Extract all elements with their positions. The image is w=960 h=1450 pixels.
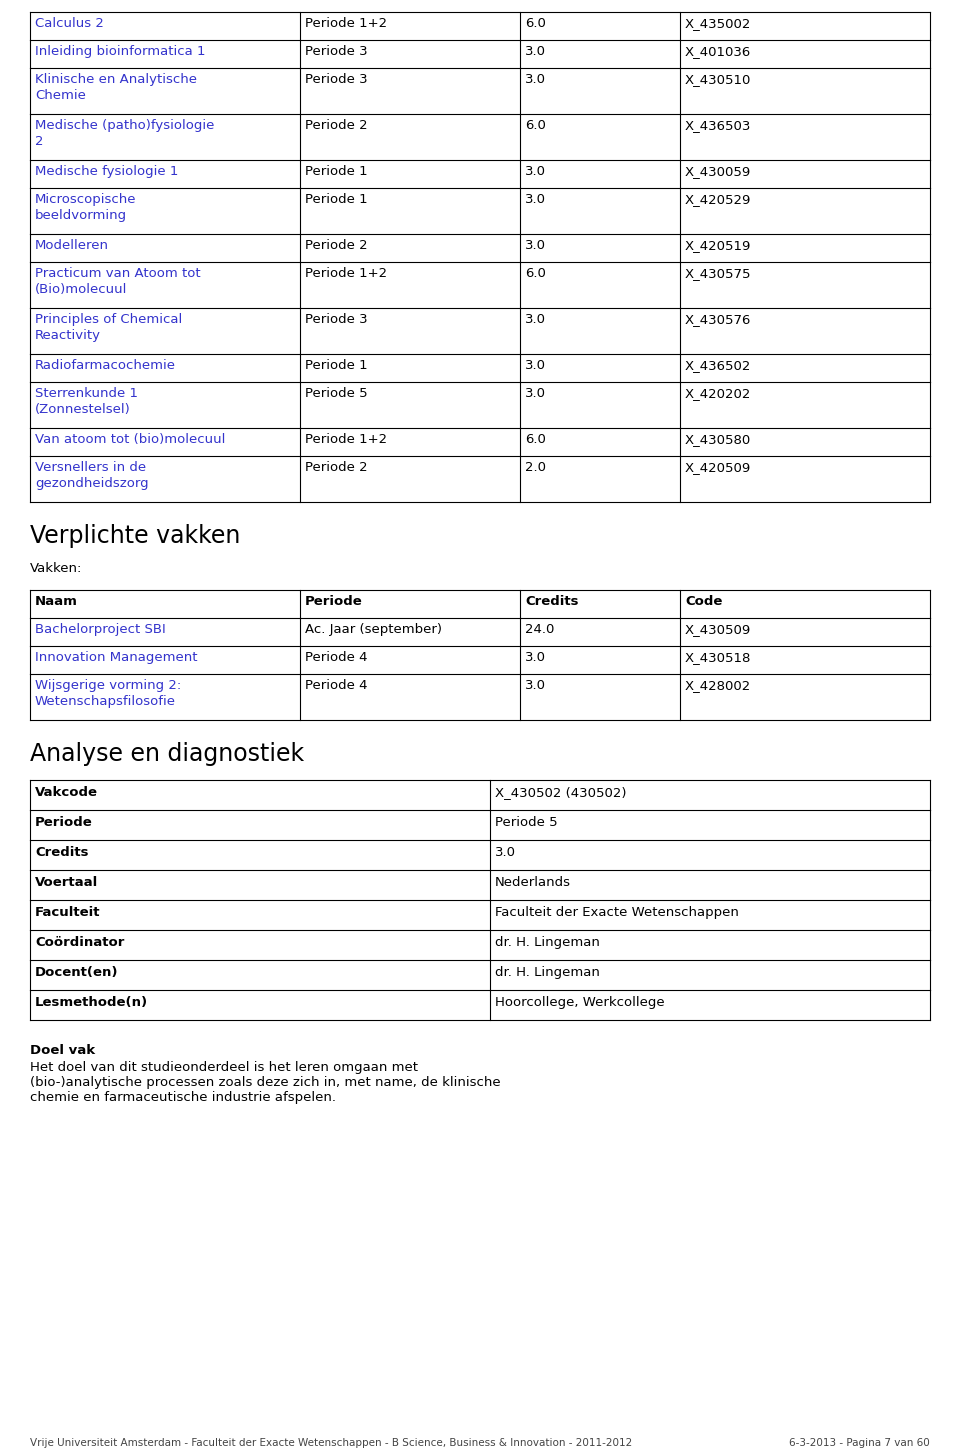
Text: Periode 1+2: Periode 1+2 (305, 267, 387, 280)
Text: X_436503: X_436503 (685, 119, 752, 132)
Text: 3.0: 3.0 (525, 165, 546, 178)
Text: Calculus 2: Calculus 2 (35, 17, 104, 30)
Text: Vakken:: Vakken: (30, 563, 83, 576)
Text: Lesmethode(n): Lesmethode(n) (35, 996, 148, 1009)
Text: 3.0: 3.0 (525, 679, 546, 692)
Text: X_420509: X_420509 (685, 461, 752, 474)
Text: Modelleren: Modelleren (35, 239, 109, 252)
Text: 6.0: 6.0 (525, 17, 546, 30)
Text: Faculteit: Faculteit (35, 906, 101, 919)
Text: 24.0: 24.0 (525, 624, 554, 637)
Text: chemie en farmaceutische industrie afspelen.: chemie en farmaceutische industrie afspe… (30, 1090, 336, 1103)
Text: Credits: Credits (525, 594, 579, 608)
Text: 3.0: 3.0 (525, 45, 546, 58)
Text: X_430576: X_430576 (685, 313, 752, 326)
Text: Hoorcollege, Werkcollege: Hoorcollege, Werkcollege (495, 996, 664, 1009)
Text: X_420202: X_420202 (685, 387, 752, 400)
Text: Klinische en Analytische
Chemie: Klinische en Analytische Chemie (35, 72, 197, 102)
Text: Credits: Credits (35, 845, 88, 858)
Text: X_430502 (430502): X_430502 (430502) (495, 786, 627, 799)
Text: X_420519: X_420519 (685, 239, 752, 252)
Text: Faculteit der Exacte Wetenschappen: Faculteit der Exacte Wetenschappen (495, 906, 739, 919)
Text: Periode 1+2: Periode 1+2 (305, 434, 387, 447)
Text: Sterrenkunde 1
(Zonnestelsel): Sterrenkunde 1 (Zonnestelsel) (35, 387, 138, 416)
Text: 6.0: 6.0 (525, 434, 546, 447)
Text: Inleiding bioinformatica 1: Inleiding bioinformatica 1 (35, 45, 205, 58)
Text: Periode 1+2: Periode 1+2 (305, 17, 387, 30)
Text: X_430518: X_430518 (685, 651, 752, 664)
Text: Periode: Periode (35, 816, 93, 829)
Text: 3.0: 3.0 (495, 845, 516, 858)
Text: Naam: Naam (35, 594, 78, 608)
Text: Vakcode: Vakcode (35, 786, 98, 799)
Text: Periode 5: Periode 5 (495, 816, 558, 829)
Text: Periode 2: Periode 2 (305, 119, 368, 132)
Text: dr. H. Lingeman: dr. H. Lingeman (495, 966, 600, 979)
Text: X_435002: X_435002 (685, 17, 752, 30)
Text: Bachelorproject SBI: Bachelorproject SBI (35, 624, 166, 637)
Text: Periode 1: Periode 1 (305, 165, 368, 178)
Text: Innovation Management: Innovation Management (35, 651, 198, 664)
Text: Periode 2: Periode 2 (305, 239, 368, 252)
Text: Nederlands: Nederlands (495, 876, 571, 889)
Text: X_430580: X_430580 (685, 434, 752, 447)
Text: Docent(en): Docent(en) (35, 966, 118, 979)
Text: Vrije Universiteit Amsterdam - Faculteit der Exacte Wetenschappen - B Science, B: Vrije Universiteit Amsterdam - Faculteit… (30, 1438, 633, 1449)
Text: 6-3-2013 - Pagina 7 van 60: 6-3-2013 - Pagina 7 van 60 (789, 1438, 930, 1449)
Text: dr. H. Lingeman: dr. H. Lingeman (495, 937, 600, 948)
Text: 2.0: 2.0 (525, 461, 546, 474)
Text: 3.0: 3.0 (525, 193, 546, 206)
Text: X_430510: X_430510 (685, 72, 752, 86)
Text: Periode 2: Periode 2 (305, 461, 368, 474)
Text: Periode 4: Periode 4 (305, 679, 368, 692)
Text: Periode 1: Periode 1 (305, 360, 368, 373)
Text: X_430575: X_430575 (685, 267, 752, 280)
Text: Van atoom tot (bio)molecuul: Van atoom tot (bio)molecuul (35, 434, 226, 447)
Text: 6.0: 6.0 (525, 267, 546, 280)
Text: Voertaal: Voertaal (35, 876, 98, 889)
Text: Periode 5: Periode 5 (305, 387, 368, 400)
Text: Coördinator: Coördinator (35, 937, 125, 948)
Text: 3.0: 3.0 (525, 239, 546, 252)
Text: X_436502: X_436502 (685, 360, 752, 373)
Text: Periode 1: Periode 1 (305, 193, 368, 206)
Text: Microscopische
beeldvorming: Microscopische beeldvorming (35, 193, 136, 222)
Text: 3.0: 3.0 (525, 72, 546, 86)
Text: Practicum van Atoom tot
(Bio)molecuul: Practicum van Atoom tot (Bio)molecuul (35, 267, 201, 296)
Text: Het doel van dit studieonderdeel is het leren omgaan met: Het doel van dit studieonderdeel is het … (30, 1061, 418, 1074)
Text: Wijsgerige vorming 2:
Wetenschapsfilosofie: Wijsgerige vorming 2: Wetenschapsfilosof… (35, 679, 181, 708)
Text: Periode 4: Periode 4 (305, 651, 368, 664)
Text: Periode 3: Periode 3 (305, 72, 368, 86)
Text: 3.0: 3.0 (525, 313, 546, 326)
Text: Periode: Periode (305, 594, 363, 608)
Text: 3.0: 3.0 (525, 360, 546, 373)
Text: X_430059: X_430059 (685, 165, 752, 178)
Text: Code: Code (685, 594, 722, 608)
Text: Verplichte vakken: Verplichte vakken (30, 523, 240, 548)
Text: (bio-)analytische processen zoals deze zich in, met name, de klinische: (bio-)analytische processen zoals deze z… (30, 1076, 500, 1089)
Text: Analyse en diagnostiek: Analyse en diagnostiek (30, 742, 304, 766)
Text: 3.0: 3.0 (525, 651, 546, 664)
Text: X_430509: X_430509 (685, 624, 752, 637)
Text: X_420529: X_420529 (685, 193, 752, 206)
Text: 3.0: 3.0 (525, 387, 546, 400)
Text: Medische (patho)fysiologie
2: Medische (patho)fysiologie 2 (35, 119, 214, 148)
Text: Radiofarmacochemie: Radiofarmacochemie (35, 360, 176, 373)
Text: Principles of Chemical
Reactivity: Principles of Chemical Reactivity (35, 313, 182, 342)
Text: X_428002: X_428002 (685, 679, 752, 692)
Text: Ac. Jaar (september): Ac. Jaar (september) (305, 624, 442, 637)
Text: Doel vak: Doel vak (30, 1044, 95, 1057)
Text: 6.0: 6.0 (525, 119, 546, 132)
Text: Versnellers in de
gezondheidszorg: Versnellers in de gezondheidszorg (35, 461, 149, 490)
Text: Periode 3: Periode 3 (305, 45, 368, 58)
Text: Medische fysiologie 1: Medische fysiologie 1 (35, 165, 179, 178)
Text: Periode 3: Periode 3 (305, 313, 368, 326)
Text: X_401036: X_401036 (685, 45, 752, 58)
